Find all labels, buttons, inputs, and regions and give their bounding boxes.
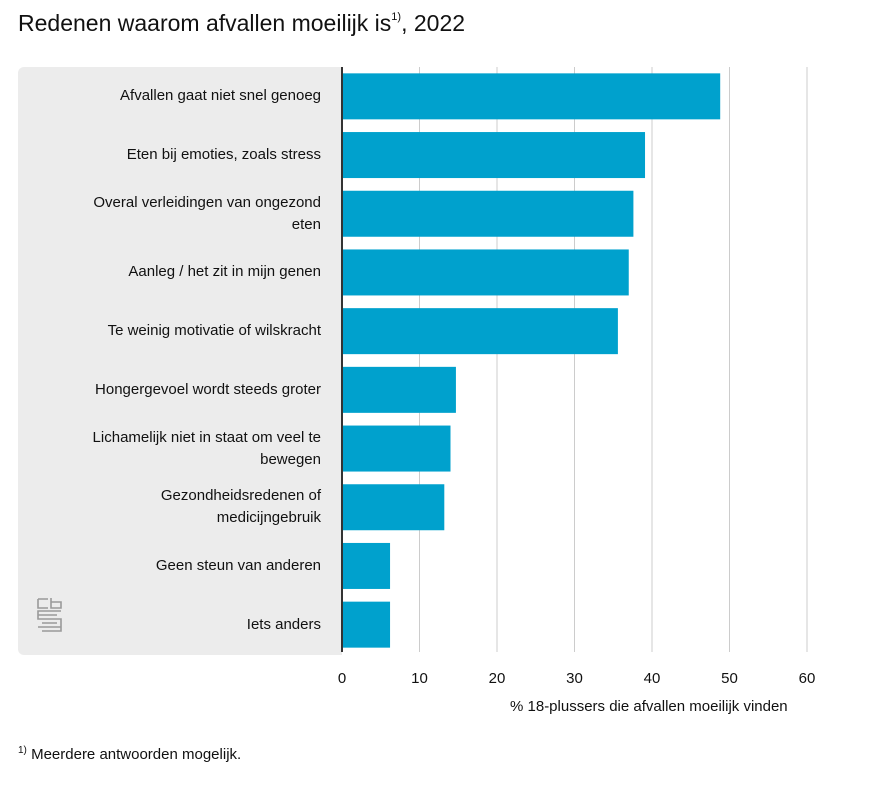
- category-label-1: Afvallen gaat niet snel genoeg: [51, 85, 321, 107]
- category-label-6: Hongergevoel wordt steeds groter: [51, 379, 321, 401]
- category-label-9: Geen steun van anderen: [51, 555, 321, 577]
- category-label-8: Gezondheidsredenen of medicijngebruik: [51, 485, 321, 529]
- category-label-2: Eten bij emoties, zoals stress: [51, 144, 321, 166]
- category-label-line: eten: [291, 215, 321, 233]
- category-label-line: medicijngebruik: [216, 509, 321, 527]
- bar-6: [342, 366, 456, 413]
- category-label-line: Afvallen gaat niet snel genoeg: [120, 87, 321, 105]
- category-label-7: Lichamelijk niet in staat om veel te bewe…: [51, 427, 321, 471]
- footnote: 1) Meerdere antwoorden mogelijk.: [18, 745, 241, 763]
- category-label-4: Aanleg / het zit in mijn genen: [51, 261, 321, 283]
- bar-7: [342, 425, 451, 472]
- chart-title-year: , 2022: [401, 10, 466, 36]
- category-label-line: Gezondheidsredenen of: [160, 487, 321, 505]
- x-tick-label-50: 50: [721, 670, 738, 687]
- category-label-line: bewegen: [260, 450, 321, 468]
- bar-1: [342, 73, 721, 120]
- category-label-line: Hongergevoel wordt steeds groter: [95, 380, 321, 398]
- category-label-line: Geen steun van anderen: [155, 556, 321, 574]
- x-tick-label-10: 10: [411, 670, 428, 687]
- bar-2: [342, 132, 646, 179]
- x-tick-label-30: 30: [566, 670, 583, 687]
- x-tick-label-0: 0: [338, 670, 346, 687]
- category-label-line: Te weinig motivatie of wilskracht: [107, 322, 321, 340]
- bar-4: [342, 249, 629, 296]
- x-tick-label-20: 20: [489, 670, 506, 687]
- bar-8: [342, 484, 445, 531]
- category-label-line: Overal verleidingen van ongezond: [93, 193, 321, 211]
- bar-10: [342, 601, 391, 648]
- x-axis-label: % 18-plussers die afvallen moeilijk vind…: [510, 698, 788, 715]
- category-label-line: Eten bij emoties, zoals stress: [126, 146, 321, 164]
- category-label-3: Overal verleidingen van ongezond eten: [51, 192, 321, 236]
- category-label-line: Lichamelijk niet in staat om veel te: [92, 428, 321, 446]
- x-tick-label-40: 40: [644, 670, 661, 687]
- cbs-logo-icon: [37, 598, 62, 632]
- chart-title-text: Redenen waarom afvallen moeilijk is: [18, 10, 392, 36]
- category-label-10: Iets anders: [51, 614, 321, 636]
- bar-3: [342, 190, 634, 237]
- bar-5: [342, 308, 618, 355]
- x-tick-label-60: 60: [799, 670, 816, 687]
- category-panel: [18, 67, 342, 655]
- bar-9: [342, 542, 391, 589]
- category-label-5: Te weinig motivatie of wilskracht: [51, 320, 321, 342]
- category-label-line: Aanleg / het zit in mijn genen: [128, 263, 321, 281]
- title-note-marker: 1): [391, 11, 402, 24]
- footnote-text: Meerdere antwoorden mogelijk.: [31, 746, 242, 763]
- category-label-line: Iets anders: [246, 615, 321, 633]
- footnote-marker: 1): [18, 745, 27, 756]
- chart-title: Redenen waarom afvallen moeilijk is1), 2…: [18, 10, 465, 37]
